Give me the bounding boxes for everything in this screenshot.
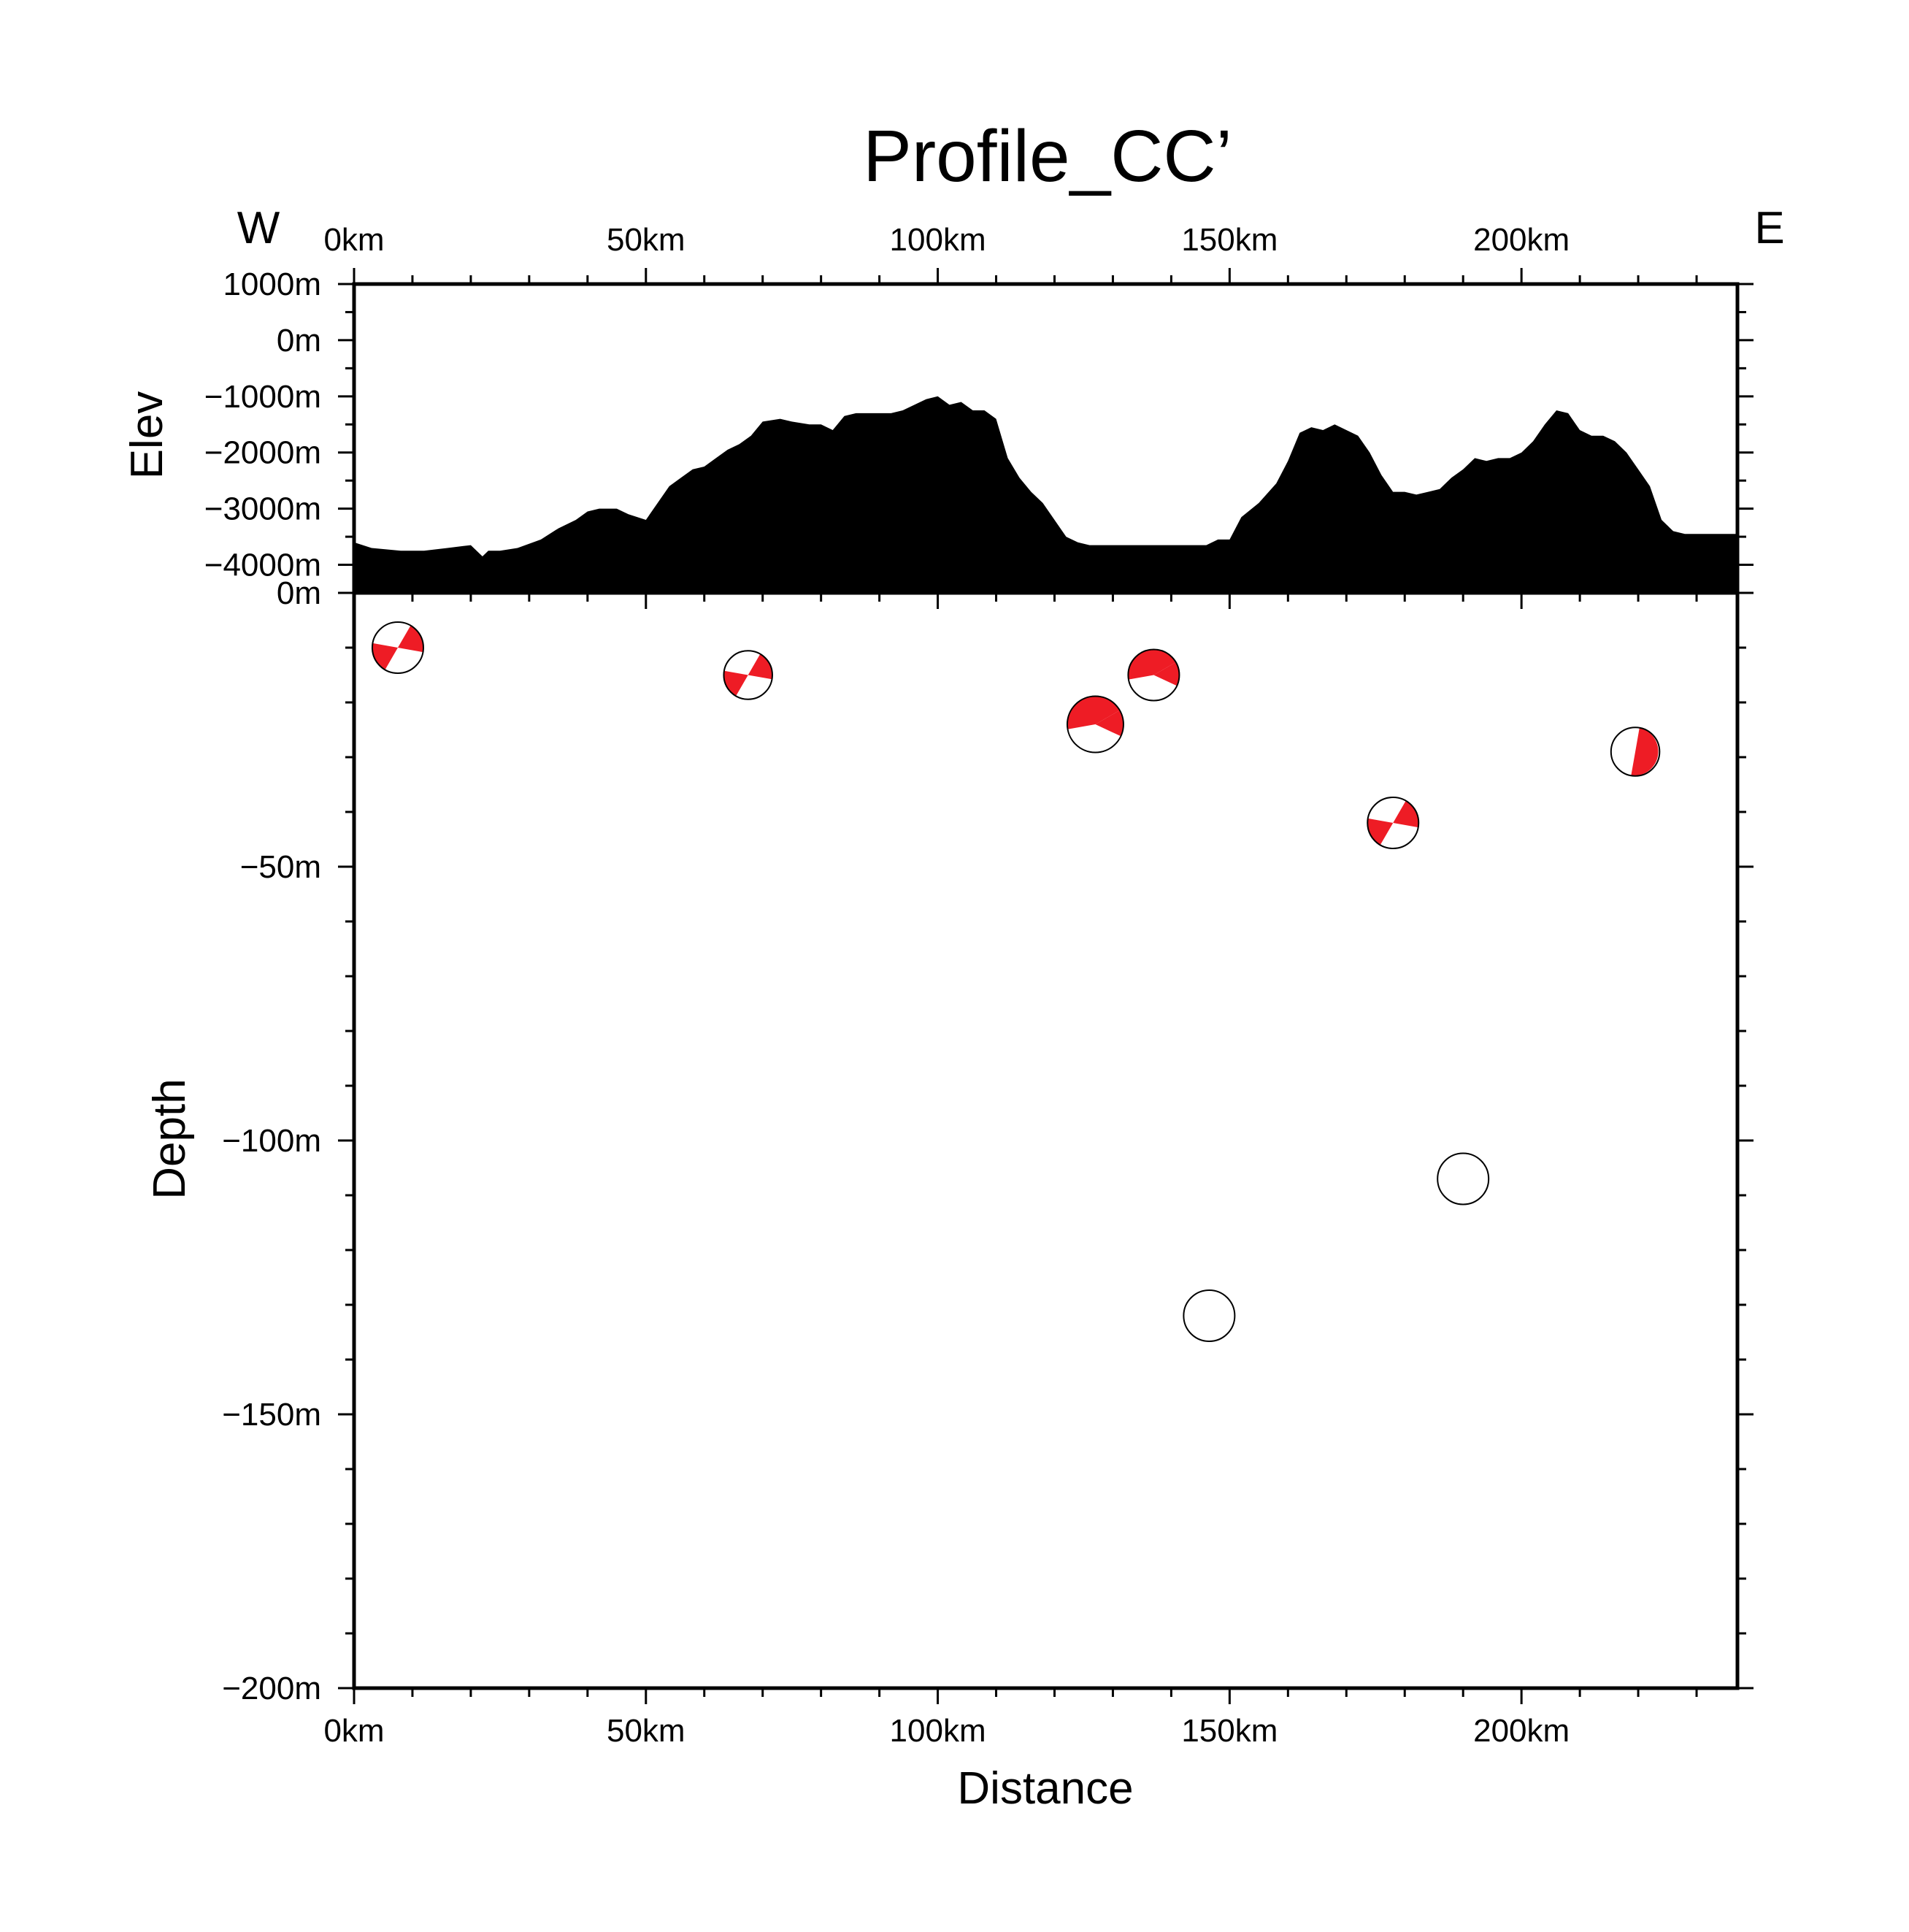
beachball-compressional-quadrant	[1095, 710, 1123, 737]
depth-axis-title: Depth	[145, 1078, 195, 1199]
depth-y-tick-label: −50m	[240, 849, 321, 885]
west-direction-label: W	[237, 203, 280, 253]
beachball-outline	[1367, 797, 1420, 849]
beachball-outline	[1610, 727, 1661, 777]
beachball-compressional-quadrant	[372, 643, 398, 670]
elevation-panel: 0km 50km 100km 150km 200km 1000m 0m −1000m −200…	[122, 222, 1754, 595]
elevation-right-ticks	[1737, 283, 1754, 594]
beachball-compressional-quadrant	[748, 653, 773, 680]
depth-frame	[352, 591, 1740, 1690]
depth-x-tick-label: 50km	[607, 1713, 685, 1749]
depth-y-tick-labels: 0m −50m −100m −150m −200m	[222, 575, 321, 1706]
beachball-compressional-quadrant	[1067, 696, 1120, 729]
top-x-tick-label: 100km	[890, 222, 986, 258]
beachball-outline	[1127, 648, 1180, 702]
elevation-x-tick-labels: 0km 50km 100km 150km 200km	[323, 222, 1570, 258]
focal-mechanism-beachball	[1610, 727, 1661, 777]
beachball-compressional-quadrant	[1393, 800, 1419, 828]
beachball-outline	[371, 621, 424, 674]
focal-mechanism-beachball	[1367, 797, 1420, 849]
depth-x-tick-label: 0km	[323, 1713, 384, 1749]
focal-mechanism-beachball	[723, 650, 773, 700]
beachball-compressional-quadrant	[1153, 662, 1180, 686]
depth-y-tick-label: −200m	[222, 1671, 321, 1706]
beachball-dilatational-region	[1437, 1152, 1489, 1182]
depth-x-tick-labels: 0km 50km 100km 150km 200km	[323, 1713, 1570, 1749]
focal-mechanism-beachball	[1437, 1152, 1490, 1205]
beachball-outline	[1437, 1152, 1490, 1205]
beachball-compressional-quadrant	[397, 625, 423, 653]
top-x-tick-label: 0km	[323, 222, 384, 258]
top-x-tick-label: 200km	[1473, 222, 1570, 258]
elev-y-tick-label: −4000m	[204, 548, 321, 583]
depth-axis-ticks	[338, 591, 1754, 1704]
depth-y-tick-label: −150m	[222, 1397, 321, 1433]
beachball-outline	[1183, 1289, 1236, 1342]
focal-mechanism-beachball	[1183, 1289, 1236, 1342]
beachball-dilatational-band	[1186, 1311, 1233, 1323]
top-x-tick-label: 150km	[1181, 222, 1278, 258]
beachball-compressional-quadrant	[1128, 649, 1176, 680]
beachball-outline	[723, 650, 773, 700]
depth-x-tick-label: 200km	[1473, 1713, 1570, 1749]
top-x-tick-label: 50km	[607, 222, 685, 258]
chart-title: Profile_CC’	[863, 115, 1232, 197]
focal-mechanism-beachball	[371, 621, 424, 674]
beachball-compressional-quadrant	[1631, 727, 1659, 776]
focal-mechanism-beachball	[1066, 695, 1124, 754]
focal-mechanisms	[371, 621, 1661, 1342]
elevation-y-tick-labels: 1000m 0m −1000m −2000m −3000m −4000m	[204, 267, 321, 583]
elev-y-tick-label: 1000m	[223, 267, 321, 302]
elevation-area	[354, 396, 1737, 593]
beachball-outline	[1066, 695, 1124, 754]
focal-mechanism-beachball	[1127, 648, 1180, 702]
depth-panel: 0m −50m −100m −150m −200m 0km 50km 100km 150km 2…	[145, 575, 1754, 1814]
depth-x-tick-label: 150km	[1181, 1713, 1278, 1749]
beachball-compressional-quadrant	[723, 670, 748, 697]
elev-y-tick-label: −2000m	[204, 435, 321, 471]
distance-axis-title: Distance	[957, 1763, 1133, 1814]
elevation-left-ticks	[338, 283, 354, 594]
beachball-compressional-quadrant	[1367, 818, 1394, 846]
elev-y-tick-label: 0m	[277, 323, 321, 359]
east-direction-label: E	[1754, 203, 1784, 253]
depth-x-tick-label: 100km	[890, 1713, 986, 1749]
depth-y-tick-label: −100m	[222, 1123, 321, 1159]
depth-y-tick-label: 0m	[277, 575, 321, 611]
elevation-top-ticks	[353, 268, 1698, 284]
elev-y-tick-label: −3000m	[204, 491, 321, 527]
elevation-axis-title: Elev	[122, 391, 172, 480]
elev-y-tick-label: −1000m	[204, 379, 321, 415]
